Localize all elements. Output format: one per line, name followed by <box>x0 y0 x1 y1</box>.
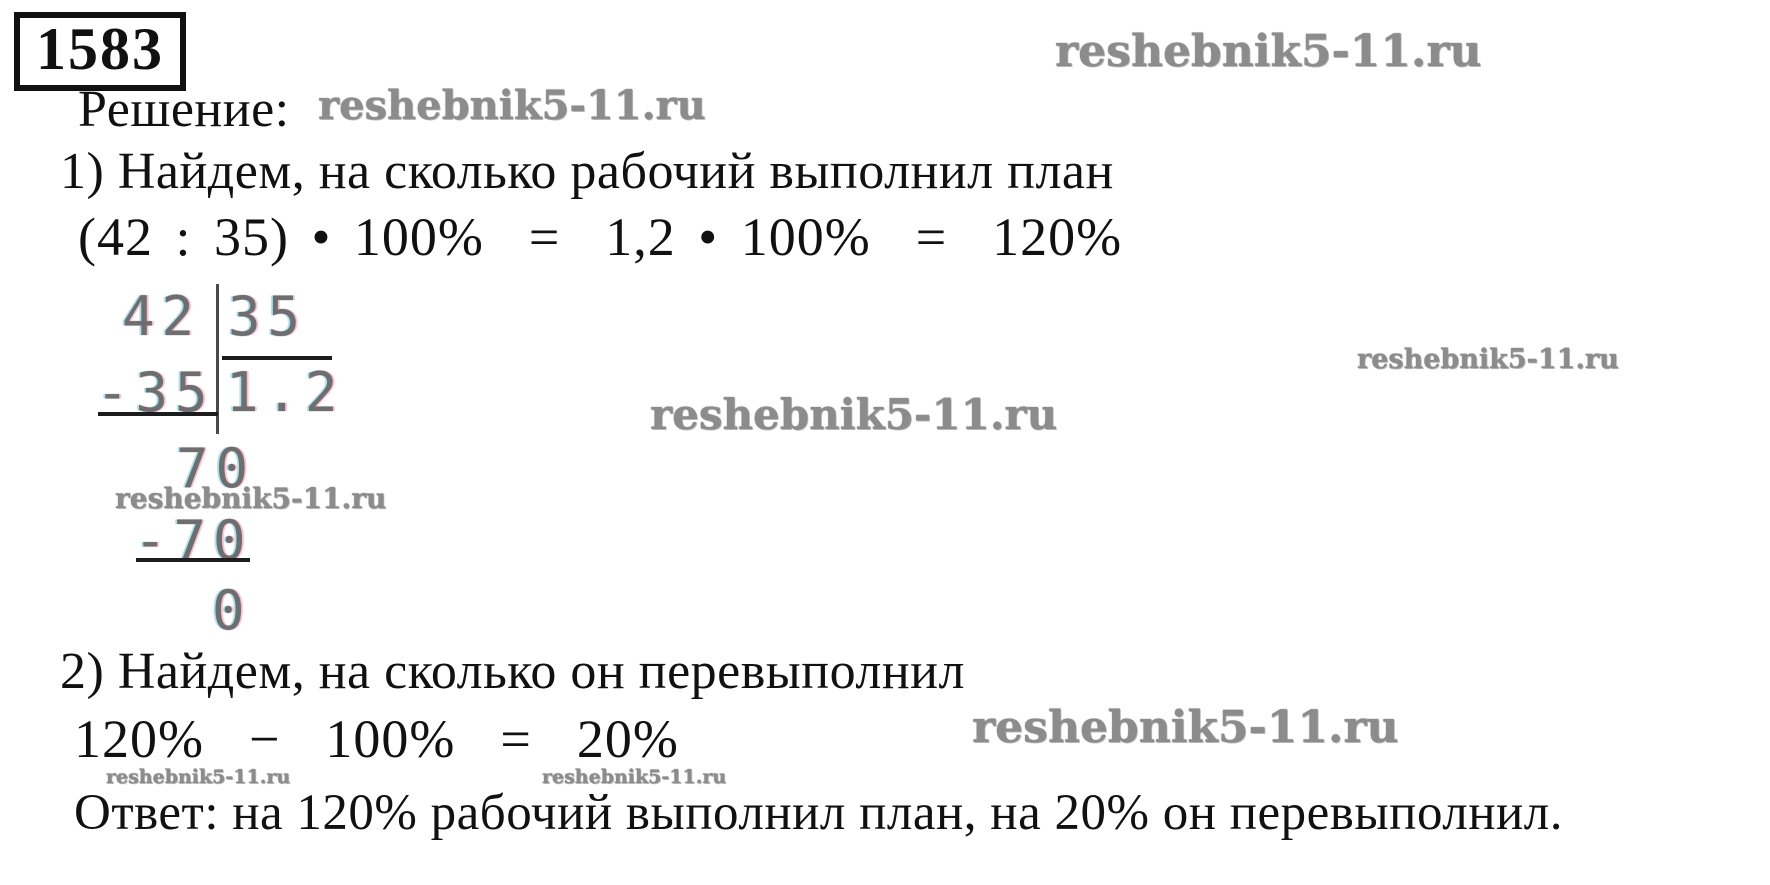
watermark-left-middle: reshebnik5-11.ru <box>115 482 387 515</box>
equation1-text: (42 : 35) • 100% = 1,2 • 100% = 120% <box>78 207 1123 267</box>
answer-text: Ответ: на 120% рабочий выполнил план, на… <box>74 785 1564 841</box>
watermark-bottom-small-right: reshebnik5-11.ru <box>542 766 727 788</box>
watermark-center: reshebnik5-11.ru <box>650 390 1058 439</box>
watermark-beside-solution: reshebnik5-11.ru <box>318 82 706 129</box>
division-vertical-line <box>216 284 219 434</box>
watermark-bottom-right: reshebnik5-11.ru <box>972 702 1399 753</box>
watermark-top-right: reshebnik5-11.ru <box>1055 26 1482 77</box>
division-quotient-line <box>222 356 332 360</box>
problem-number-box: 1583 <box>14 12 186 91</box>
division-subtrahend1: -35 <box>96 361 215 424</box>
problem-number: 1583 <box>36 16 164 82</box>
division-dividend: 42 <box>122 285 202 348</box>
watermark-middle-right: reshebnik5-11.ru <box>1357 344 1619 375</box>
equation2-text: 120% − 100% = 20% <box>74 709 679 769</box>
step2-text: 2) Найдем, на сколько он перевыполнил <box>60 643 965 700</box>
division-underline-1 <box>98 412 218 416</box>
division-divisor: 35 <box>228 285 308 348</box>
step1-text: 1) Найдем, на сколько рабочий выполнил п… <box>60 143 1114 200</box>
division-remainder1: 70 <box>176 437 256 500</box>
division-remainder2: 0 <box>212 579 252 642</box>
division-underline-2 <box>136 558 250 562</box>
division-quotient: 1.2 <box>226 361 345 424</box>
watermark-bottom-small-left: reshebnik5-11.ru <box>106 766 291 788</box>
solution-label: Решение: <box>78 81 290 138</box>
